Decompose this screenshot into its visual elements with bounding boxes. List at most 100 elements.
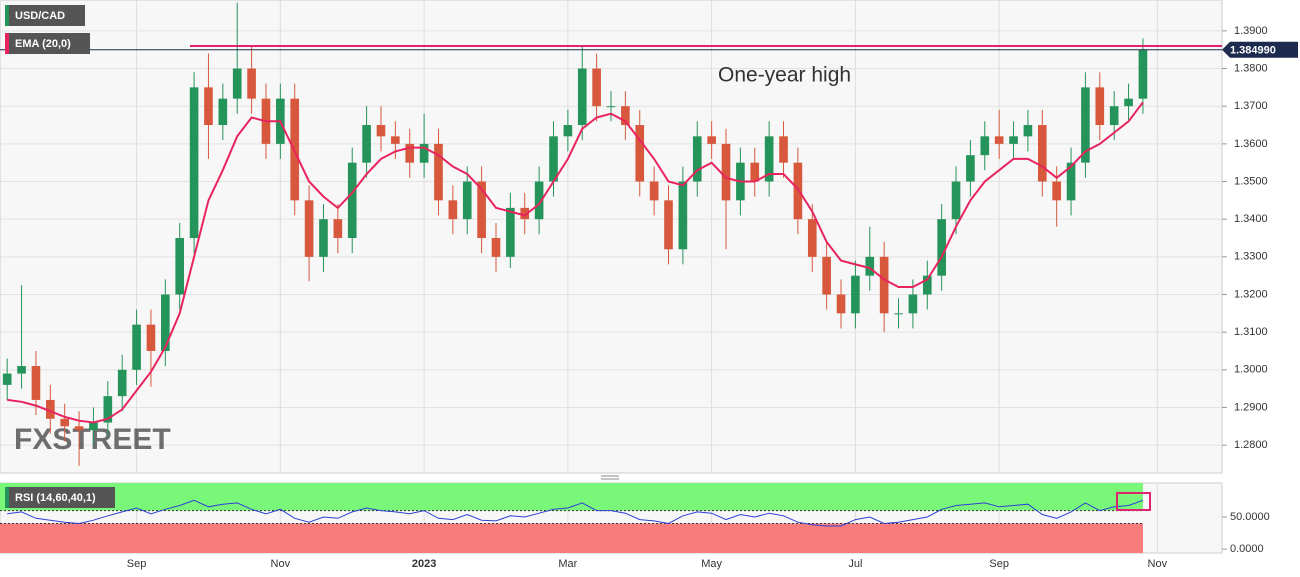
legend-label: EMA (20,0) [15,38,71,50]
candle-body [232,68,242,99]
x-tick-label: 2023 [412,558,436,570]
candle-body [247,68,256,99]
candle-body [707,136,716,144]
y-tick-label: 1.3500 [1234,175,1268,187]
x-tick-label: Mar [558,558,577,570]
y-tick-label: 1.2800 [1234,439,1268,451]
candle-body [347,162,357,239]
candle-body [491,238,501,257]
candle-body [448,200,458,220]
candle-body [793,162,803,220]
legend-box [5,5,85,26]
candle-body [146,324,156,351]
x-tick-label: Nov [271,558,291,570]
candle-body [333,219,343,239]
candle-body [894,313,903,315]
candle-body [678,181,688,250]
candle-body [1124,98,1133,107]
candle-body [175,238,185,295]
y-tick-label: 1.3700 [1234,100,1268,112]
legend-label: RSI (14,60,40,1) [15,492,96,504]
y-tick-label: 1.3100 [1234,326,1268,338]
legend-box [5,33,90,54]
legend-label: USD/CAD [15,10,65,22]
candle-body [117,369,127,397]
candle-body [750,162,760,182]
candle-body [405,143,415,163]
ema-line [7,101,1144,424]
candle-body [1109,106,1119,126]
x-tick-label: Sep [127,558,147,570]
candle-body [534,181,544,220]
candle-body [692,136,702,182]
candle-body [520,207,530,220]
y-tick-label: 1.3400 [1234,213,1268,225]
y-tick-label: 0.0000 [1230,543,1264,555]
splitter [601,475,619,480]
candle-body [46,399,55,419]
y-tick-label: 1.3800 [1234,62,1268,74]
y-tick-label: 1.3900 [1234,25,1268,37]
price-tag [1222,41,1298,58]
candle-body [951,181,961,220]
candle-body [664,200,673,250]
candle-body [2,373,12,385]
x-tick-label: Jul [848,558,862,570]
candle-body [980,136,990,156]
x-tick-label: May [701,558,722,570]
legend-swatch [5,33,9,54]
candle-body [17,366,26,374]
candle-body [606,106,616,108]
rsi-line [7,499,1144,527]
main-panel [0,0,1223,474]
candle-body [1009,136,1018,144]
candle-body [319,219,328,257]
candle-body [592,68,601,107]
annotation-text: One-year high [718,64,851,87]
candle-body [31,366,41,400]
candle-body [822,256,831,295]
candle-body [1081,87,1090,163]
candle-body [1138,49,1148,99]
legend-box [5,487,115,508]
y-tick-label: 1.3200 [1234,288,1268,300]
candle-body [879,256,889,314]
candle-body [649,181,659,201]
y-tick-label: 1.2900 [1234,401,1268,413]
candle-body [937,219,946,276]
candle-body [836,294,846,314]
lower-zone [0,523,1143,553]
candle-body [994,136,1004,144]
candle-body [376,125,386,137]
candle-body [506,207,515,257]
candle-body [1095,87,1105,126]
candle-body [621,106,630,126]
candle-body [189,87,199,239]
candle-body [218,98,228,126]
candle-body [577,68,587,126]
highlight-box [1116,492,1151,511]
candle-body [549,136,558,182]
candle-body [204,87,213,126]
y-tick-label: 50.0000 [1230,511,1270,523]
candle-body [779,136,788,163]
price-label: 1.384990 [1230,45,1276,57]
candle-body [764,136,774,182]
candle-body [966,155,975,182]
x-tick-label: Nov [1148,558,1168,570]
candle-body [362,125,371,163]
candle-body [922,275,932,295]
candle-body [1052,181,1061,201]
candle-body [908,294,918,314]
candle-body [391,136,400,144]
legend-swatch [5,487,9,508]
candle-body [865,256,875,276]
candle-body [851,275,860,314]
x-tick-label: Sep [989,558,1009,570]
candle-body [304,200,314,257]
candle-body [434,143,443,201]
candle-body [635,125,645,182]
candle-body [721,143,731,201]
candle-body [1023,125,1033,137]
